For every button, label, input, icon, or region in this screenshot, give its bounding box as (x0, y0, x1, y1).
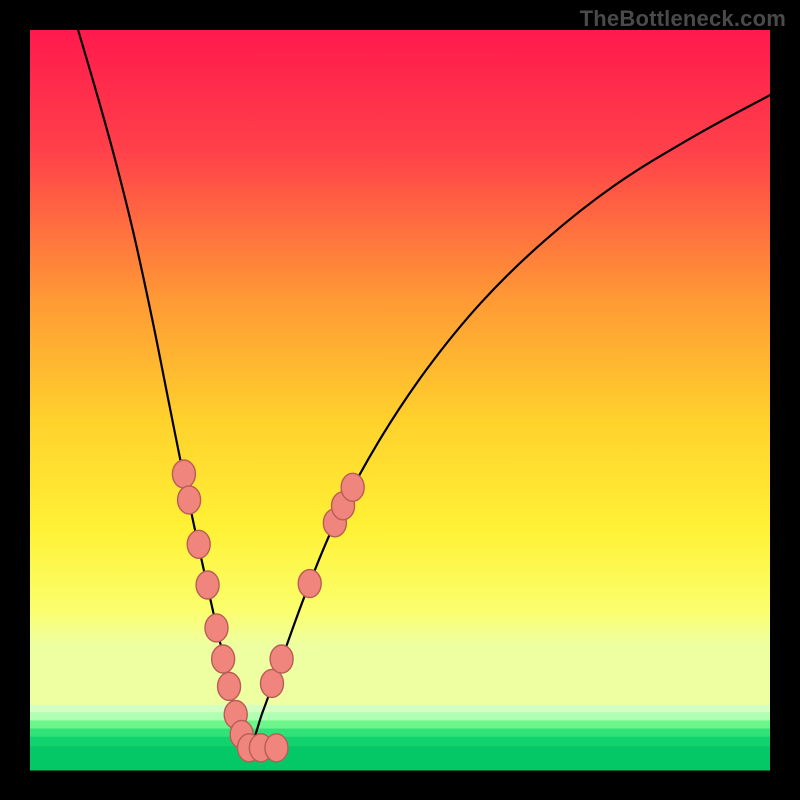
data-marker (265, 734, 288, 762)
bottom-band (30, 746, 770, 770)
data-marker (218, 672, 241, 700)
data-marker (178, 486, 201, 514)
data-marker (341, 473, 364, 501)
bottleneck-chart (0, 0, 800, 800)
bottom-band (30, 720, 770, 729)
data-marker (270, 645, 293, 673)
data-marker (298, 570, 321, 598)
data-marker (172, 460, 195, 488)
data-marker (205, 614, 228, 642)
data-marker (212, 645, 235, 673)
data-marker (260, 669, 283, 697)
bottom-band (30, 729, 770, 738)
plot-gradient-background (30, 30, 770, 706)
bottom-band (30, 737, 770, 747)
bottom-band (30, 705, 770, 713)
watermark-text: TheBottleneck.com (580, 6, 786, 32)
data-marker (187, 530, 210, 558)
bottom-band (30, 712, 770, 721)
data-marker (196, 571, 219, 599)
